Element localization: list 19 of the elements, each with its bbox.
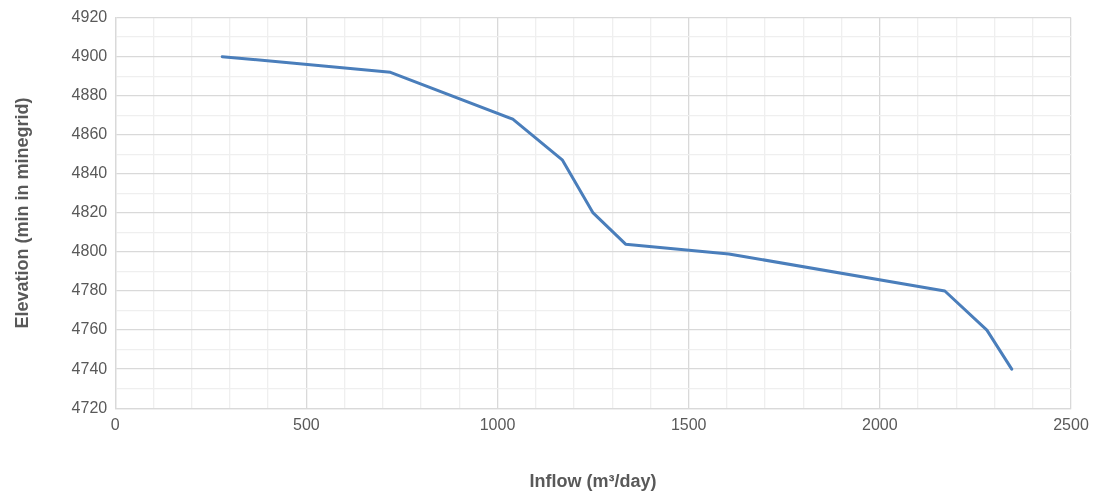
y-tick-label: 4820 — [71, 203, 108, 221]
x-tick-label: 1500 — [670, 416, 707, 434]
y-axis-title: Elevation (min in minegrid) — [11, 97, 32, 329]
y-tick-label: 4800 — [71, 242, 108, 260]
y-tick-label: 4860 — [71, 125, 108, 143]
y-tick-label: 4880 — [71, 86, 108, 104]
y-tick-label: 4720 — [71, 398, 108, 416]
x-tick-label: 2500 — [1053, 416, 1089, 434]
y-tick-label: 4900 — [71, 47, 108, 65]
x-tick-label: 1000 — [479, 416, 516, 434]
y-tick-label: 4840 — [71, 164, 108, 182]
y-tick-label: 4780 — [71, 281, 108, 299]
x-tick-label: 0 — [110, 416, 120, 434]
x-axis-title: Inflow (m³/day) — [529, 471, 657, 492]
y-tick-label: 4920 — [71, 8, 108, 26]
x-tick-label: 500 — [293, 416, 320, 434]
x-tick-label: 2000 — [862, 416, 898, 434]
y-tick-label: 4760 — [71, 320, 108, 338]
y-tick-label: 4740 — [71, 359, 108, 377]
